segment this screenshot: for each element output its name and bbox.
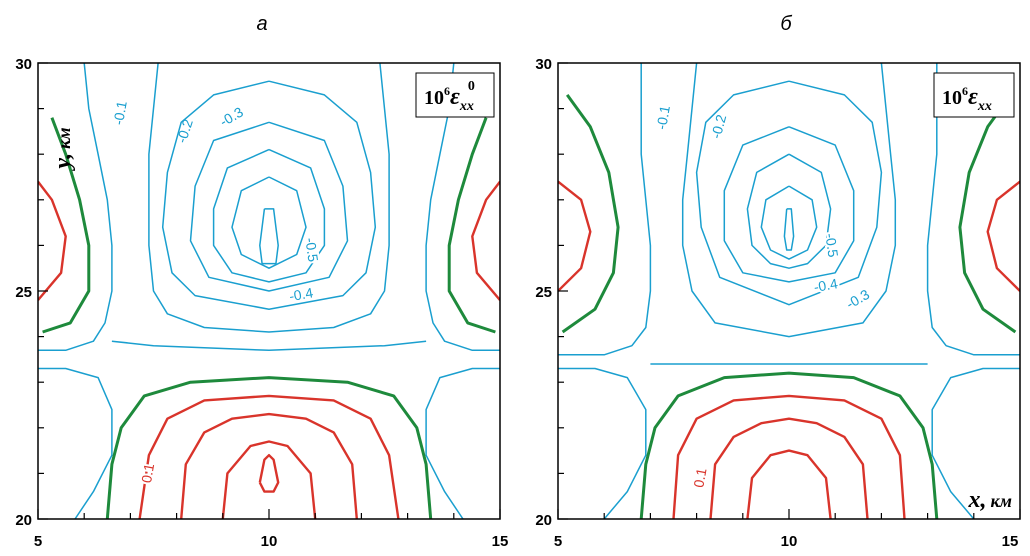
contour-line-negative-0-2 — [926, 63, 1020, 356]
contour-line-positive-8-1 — [471, 180, 500, 301]
contour-line-zero-7-0 — [42, 117, 91, 334]
panel-b-ticks — [557, 62, 1021, 520]
contour-line-negative-0-2 — [425, 63, 500, 352]
contour-line-negative-0-0 — [558, 63, 652, 356]
contour-line-negative-1-0 — [681, 63, 897, 338]
panel-a-ticks — [37, 62, 501, 520]
panel-b-xtick-10: 10 — [781, 533, 798, 550]
panel-a-ylabel: y, — [50, 153, 76, 172]
contour-line-positive-8-1 — [986, 180, 1020, 292]
panel-b-ytick-20: 20 — [535, 512, 552, 529]
panel-b-legend-box — [933, 72, 1015, 118]
contour-line-negative-2-0 — [161, 80, 377, 310]
panel-b-xunit: км — [991, 491, 1012, 511]
panel-a-ytick-25: 25 — [15, 284, 32, 301]
panel-a-yunit: км — [54, 127, 74, 148]
contour-line-zero-7-0 — [561, 94, 620, 334]
contour-line-negative-5-0 — [760, 185, 818, 260]
panel-a-contours: -0.1-0.2-0.3-0.4-0.50.1 — [38, 63, 500, 519]
contour-level-label: -0.3 — [843, 286, 872, 312]
contour-line-negative-0-1 — [558, 367, 647, 519]
contour-line-negative-6-0 — [259, 208, 279, 265]
contour-line-zero-7-2 — [639, 371, 939, 519]
panel-b-ytick-30: 30 — [535, 56, 552, 73]
panel-a: а -0.1-0.2-0.3-0.4-0.50.1 30 25 20 5 10 … — [15, 13, 508, 550]
contour-line-negative-6-0 — [783, 208, 795, 251]
contour-line-negative-5-0 — [231, 176, 307, 269]
panel-a-ytick-20: 20 — [15, 512, 32, 529]
panel-b-contours: -0.1 -0.2-0.3-0.4-0.50.1 — [558, 63, 1020, 519]
panel-b-ytick-25: 25 — [535, 284, 552, 301]
panel-b-legend: 106εxx — [942, 84, 992, 114]
contour-line-negative-1-0 — [148, 63, 390, 333]
contour-level-label: -0.5 — [822, 232, 841, 258]
panel-a-xtick-10: 10 — [261, 533, 278, 550]
contour-level-label: -0.5 — [302, 237, 321, 263]
panel-b-x-axis-title: x, км — [968, 487, 1012, 513]
panel-b-xtick-5: 5 — [554, 533, 562, 550]
contour-line-negative-0-4 — [111, 340, 427, 352]
contour-line-positive-8-2 — [672, 394, 906, 519]
panel-b-letter: б — [780, 13, 792, 35]
contour-line-positive-9-0 — [180, 412, 358, 519]
panel-b: б -0.1 -0.2-0.3-0.4-0.50.1 30 25 20 5 10 … — [535, 13, 1021, 550]
contour-line-zero-7-1 — [958, 94, 1017, 334]
contour-line-negative-3-0 — [723, 126, 855, 283]
contour-line-positive-10-0 — [221, 440, 317, 519]
contour-line-positive-8-0 — [38, 180, 67, 301]
panel-a-legend-box — [415, 72, 495, 118]
panel-a-letter: а — [256, 13, 267, 35]
contour-line-negative-0-3 — [931, 367, 1020, 519]
contour-line-positive-8-0 — [558, 180, 592, 292]
panel-a-xtick-5: 5 — [34, 533, 42, 550]
panel-a-xtick-15: 15 — [492, 533, 509, 550]
panel-a-ytick-30: 30 — [15, 56, 32, 73]
contour-line-positive-8-2 — [138, 394, 400, 519]
contour-line-negative-0-1 — [38, 367, 113, 519]
contour-level-label: 0.1 — [690, 467, 709, 489]
panel-a-y-axis-title: y, км — [50, 127, 76, 171]
contour-level-label: -0.1 — [653, 104, 673, 131]
panel-b-xlabel: x, — [968, 487, 987, 513]
contour-line-negative-0-0 — [38, 63, 113, 352]
panel-b-xtick-15: 15 — [1002, 533, 1019, 550]
contour-level-label: -0.4 — [812, 275, 839, 295]
contour-line-negative-4-0 — [746, 153, 832, 269]
contour-line-negative-0-3 — [425, 367, 500, 519]
contour-line-positive-11-0 — [258, 454, 280, 493]
contour-level-label: -0.1 — [110, 99, 130, 126]
contour-line-negative-3-0 — [189, 121, 349, 292]
contour-line-zero-7-2 — [105, 376, 433, 519]
panel-a-legend: 106εxx0 — [424, 79, 475, 114]
contour-level-label: -0.3 — [217, 104, 246, 130]
contour-line-negative-4-0 — [212, 148, 326, 283]
svg-text:y,км: y, км — [50, 127, 76, 171]
contour-line-positive-9-0 — [709, 417, 869, 519]
contour-line-positive-10-0 — [746, 449, 832, 519]
contour-line-zero-7-1 — [447, 117, 496, 334]
contour-level-label: 0.1 — [138, 462, 157, 484]
contour-level-label: -0.4 — [288, 284, 315, 304]
contour-line-negative-2-0 — [695, 80, 883, 306]
